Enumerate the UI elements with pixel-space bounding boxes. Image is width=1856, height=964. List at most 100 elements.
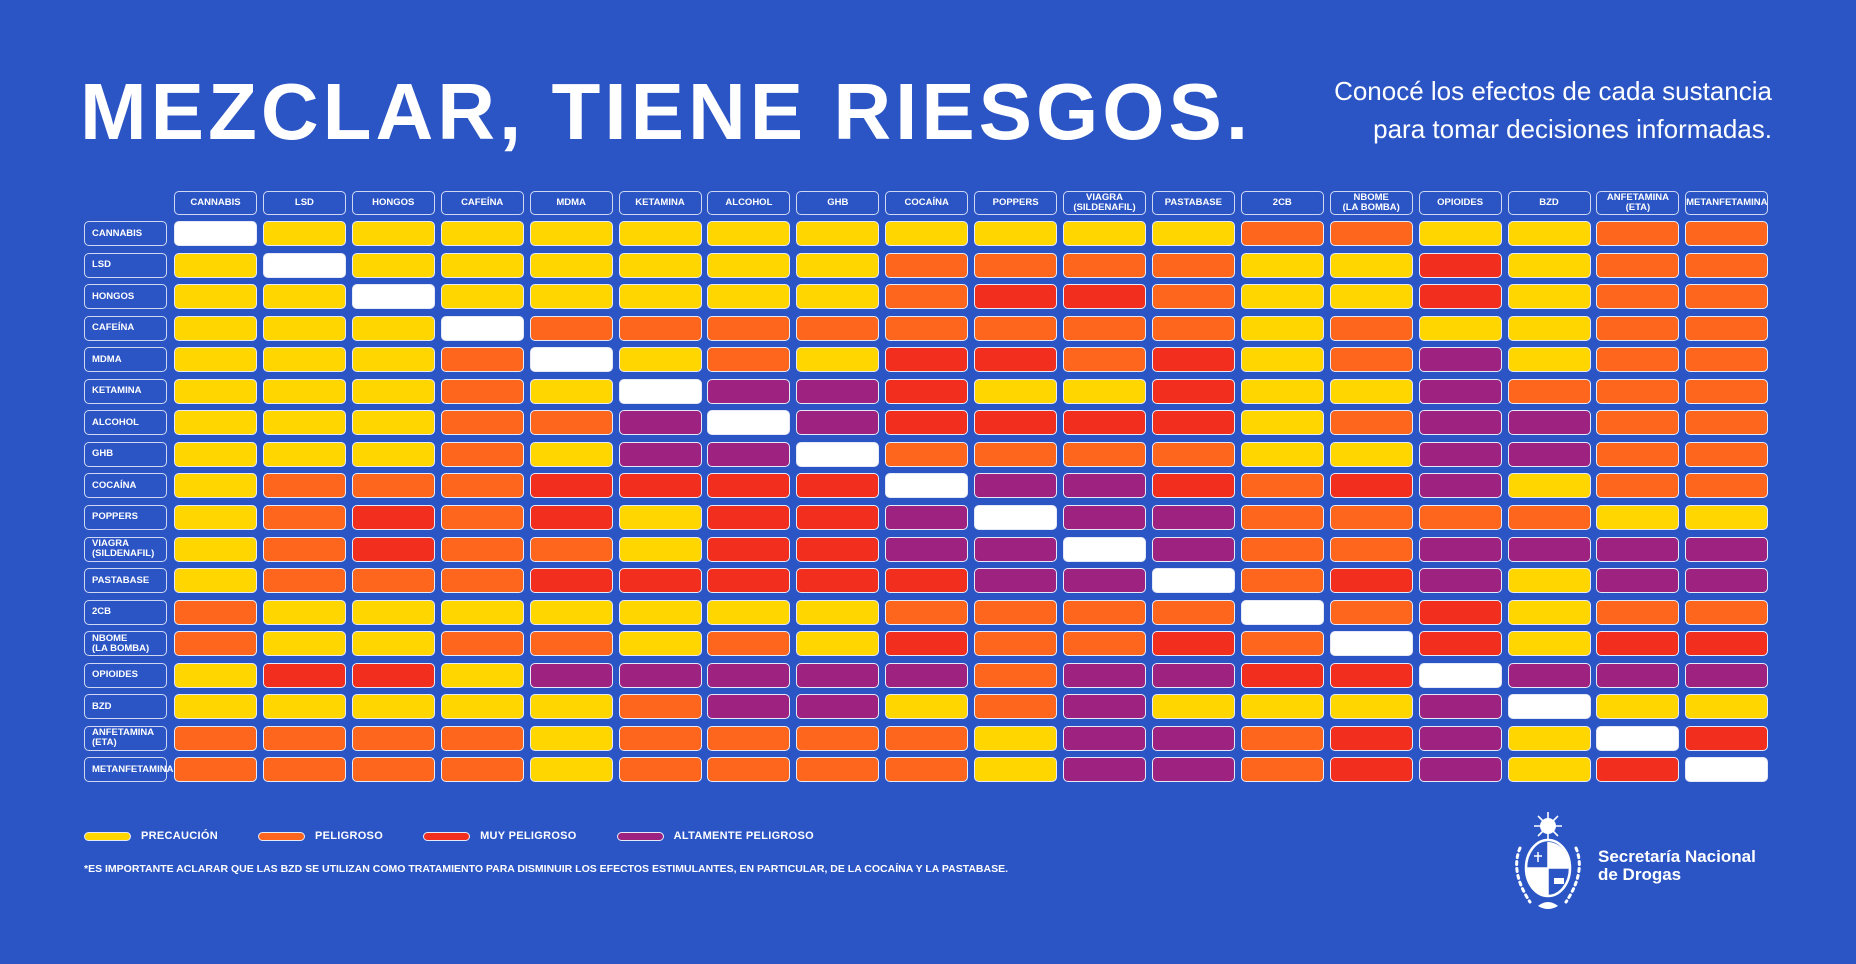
matrix-cell [529, 252, 613, 278]
matrix-cell [1596, 252, 1680, 278]
matrix-cell [1240, 568, 1324, 594]
matrix-cell [707, 410, 791, 436]
matrix-cell [1596, 599, 1680, 625]
column-header: BZD [1507, 191, 1591, 215]
matrix-cell [1240, 473, 1324, 499]
matrix-cell [174, 473, 257, 499]
matrix-cell [262, 347, 346, 373]
matrix-cell [707, 694, 791, 720]
matrix-cell [174, 599, 257, 625]
matrix-cell [618, 252, 702, 278]
matrix-cell [1063, 568, 1146, 594]
matrix-cell [1329, 568, 1413, 594]
row-label: POPPERS [84, 504, 167, 530]
organization-name: Secretaría Nacional de Drogas [1598, 847, 1756, 884]
uruguay-coat-of-arms-icon [1508, 812, 1588, 921]
matrix-cell [174, 284, 257, 310]
matrix-cell [1240, 757, 1324, 783]
matrix-cell [707, 252, 791, 278]
matrix-cell [351, 599, 435, 625]
matrix-cell [1329, 504, 1413, 530]
legend-label: ALTAMENTE PELIGROSO [673, 830, 815, 842]
matrix-cell [707, 221, 791, 246]
matrix-cell [1507, 378, 1591, 404]
matrix-cell [618, 631, 702, 657]
row-label: VIAGRA (SILDENAFIL) [84, 536, 167, 562]
matrix-cell [1418, 410, 1502, 436]
matrix-cell [174, 315, 257, 341]
matrix-cell [262, 757, 346, 783]
matrix-cell [1329, 252, 1413, 278]
matrix-cell [707, 757, 791, 783]
matrix-cell [1329, 378, 1413, 404]
column-header: POPPERS [974, 191, 1058, 215]
legend-swatch [423, 831, 471, 841]
page-subtitle: Conocé los efectos de cada sustancia par… [1334, 76, 1772, 144]
legend-swatch [616, 831, 664, 841]
matrix-cell [1507, 315, 1591, 341]
matrix-cell [1329, 757, 1413, 783]
matrix-cell [1685, 315, 1769, 341]
matrix-cell [1596, 410, 1680, 436]
matrix-cell [1507, 473, 1591, 499]
legend-label: PELIGROSO [314, 830, 384, 842]
matrix-cell [1240, 725, 1324, 751]
matrix-cell [174, 725, 257, 751]
matrix-cell [1418, 441, 1502, 467]
matrix-cell [1507, 757, 1591, 783]
matrix-cell [1329, 694, 1413, 720]
matrix-cell [707, 441, 791, 467]
matrix-cell [885, 284, 969, 310]
matrix-cell [440, 473, 524, 499]
matrix-cell [351, 221, 435, 246]
matrix-cell [1685, 284, 1769, 310]
column-header: PASTABASE [1151, 191, 1235, 215]
matrix-cell [974, 725, 1058, 751]
matrix-cell [174, 568, 257, 594]
matrix-cell [529, 284, 613, 310]
matrix-cell [974, 378, 1058, 404]
matrix-cell [351, 441, 435, 467]
matrix-cell [618, 221, 702, 246]
column-header: MDMA [529, 191, 613, 215]
matrix-cell [1596, 694, 1680, 720]
matrix-cell [974, 757, 1058, 783]
matrix-cell [618, 347, 702, 373]
matrix-cell [174, 347, 257, 373]
matrix-cell [796, 504, 880, 530]
matrix-cell [262, 599, 346, 625]
matrix-cell [1063, 410, 1146, 436]
column-header: OPIOIDES [1418, 191, 1502, 215]
matrix-cell [1507, 536, 1591, 562]
matrix-cell [174, 536, 257, 562]
page-title: MEZCLAR, TIENE RIESGOS. [80, 67, 1253, 156]
matrix-cell [796, 631, 880, 657]
matrix-cell [618, 410, 702, 436]
matrix-cell [1329, 221, 1413, 246]
matrix-cell [1240, 252, 1324, 278]
row-label: PASTABASE [84, 568, 167, 594]
matrix-cell [1418, 725, 1502, 751]
matrix-cell [351, 252, 435, 278]
matrix-cell [1418, 599, 1502, 625]
legend-label: PRECAUCIÓN [141, 830, 218, 842]
matrix-cell [440, 315, 524, 341]
matrix-cell [1240, 315, 1324, 341]
matrix-cell [351, 757, 435, 783]
matrix-cell [1063, 599, 1146, 625]
row-label: BZD [84, 694, 167, 720]
matrix-cell [1151, 473, 1235, 499]
matrix-cell [440, 694, 524, 720]
matrix-cell [262, 631, 346, 657]
matrix-cell [440, 441, 524, 467]
legend-swatch [84, 831, 131, 841]
matrix-cell [1685, 504, 1769, 530]
matrix-cell [529, 410, 613, 436]
matrix-cell [1063, 536, 1146, 562]
legend-item: PELIGROSO [257, 830, 384, 842]
matrix-cell [440, 284, 524, 310]
matrix-cell [1240, 631, 1324, 657]
matrix-cell [796, 536, 880, 562]
matrix-cell [1329, 347, 1413, 373]
matrix-cell [174, 410, 257, 436]
